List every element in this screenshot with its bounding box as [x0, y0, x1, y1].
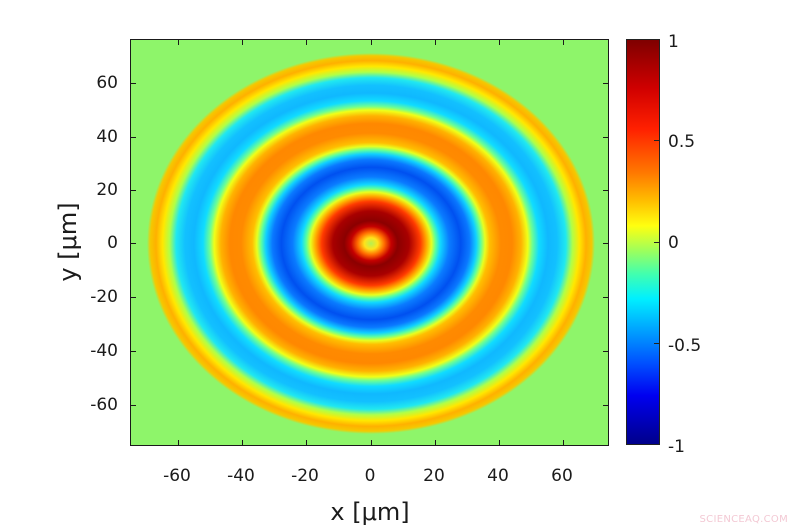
y-tick: [131, 297, 136, 298]
x-tick-label: 0: [364, 466, 376, 486]
x-tick: [242, 440, 243, 445]
y-tick: [131, 351, 136, 352]
x-tick: [563, 440, 564, 445]
y-tick: [603, 83, 608, 84]
y-tick: [603, 137, 608, 138]
y-tick: [603, 405, 608, 406]
colorbar-tick: [654, 140, 660, 141]
y-tick: [131, 405, 136, 406]
colorbar-label: 0.5: [668, 132, 696, 152]
y-tick: [603, 351, 608, 352]
x-tick: [178, 440, 179, 445]
y-tick-label: -40: [90, 341, 118, 361]
colorbar-label: -0.5: [668, 336, 702, 356]
x-tick-label: 60: [551, 466, 573, 486]
x-tick: [499, 40, 500, 45]
watermark: SCIENCEAQ.COM: [699, 514, 788, 525]
x-tick-label: -20: [291, 466, 319, 486]
x-axis-title: x [μm]: [330, 498, 410, 526]
colorbar-tick: [654, 242, 660, 243]
y-tick: [603, 190, 608, 191]
x-tick: [306, 440, 307, 445]
y-tick: [603, 297, 608, 298]
x-tick: [563, 40, 564, 45]
y-tick-label: -60: [90, 395, 118, 415]
y-tick: [131, 83, 136, 84]
y-tick-label: -20: [90, 287, 118, 307]
y-tick-label: 0: [107, 233, 118, 253]
x-tick-label: 40: [487, 466, 509, 486]
x-tick-label: -60: [163, 466, 191, 486]
y-tick-label: 60: [96, 73, 118, 93]
colorbar-label: 1: [668, 32, 679, 52]
y-tick: [131, 190, 136, 191]
x-tick: [435, 40, 436, 45]
y-tick: [603, 243, 608, 244]
y-tick: [131, 137, 136, 138]
y-axis-title: y [μm]: [54, 202, 82, 282]
ring-pattern-heatmap: [147, 53, 595, 434]
x-tick: [178, 40, 179, 45]
x-tick: [306, 40, 307, 45]
y-tick: [131, 243, 136, 244]
x-tick: [371, 40, 372, 45]
y-tick-label: 20: [96, 180, 118, 200]
x-tick: [435, 440, 436, 445]
x-tick-label: 20: [423, 466, 445, 486]
colorbar-label: -1: [668, 437, 685, 457]
y-tick-label: 40: [96, 127, 118, 147]
colorbar-label: 0: [668, 233, 679, 253]
x-tick: [242, 40, 243, 45]
colorbar-tick: [654, 343, 660, 344]
plot-area: [130, 39, 609, 446]
x-tick: [371, 440, 372, 445]
x-tick: [499, 440, 500, 445]
x-tick-label: -40: [227, 466, 255, 486]
